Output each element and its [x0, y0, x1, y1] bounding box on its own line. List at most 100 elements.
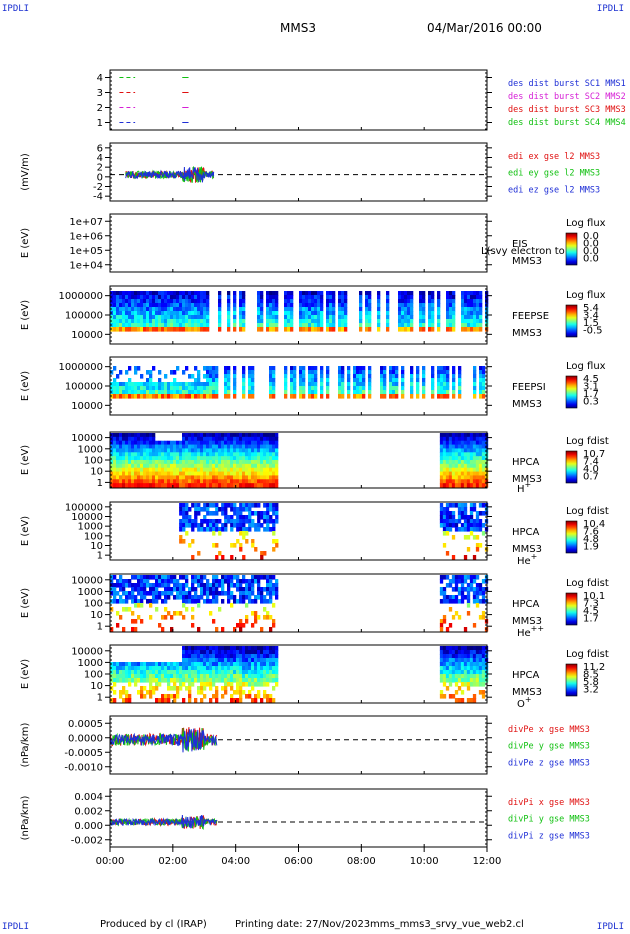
ytick-label-feeps_i-0: 10000	[71, 401, 103, 412]
ylabel-hpca_o: E (eV)	[20, 659, 31, 689]
ylabel-hpca_he: E (eV)	[20, 516, 31, 546]
legend-burst-0: des dist burst SC1 MMS1	[508, 79, 626, 89]
xtick-label-3: 06:00	[284, 856, 313, 867]
spacecraft-label-hpca_he: MMS3	[512, 544, 542, 555]
colorbar-tick-feeps_i-2: 1.7	[583, 389, 599, 400]
instrument-label-hpca_hepp: HPCA	[512, 599, 540, 610]
ytick-label-hpca_hepp-0: 1	[97, 622, 103, 633]
legend-burst-2: des dist burst SC3 MMS3	[508, 105, 626, 115]
ytick-label-divpe-1: -0.0005	[64, 748, 103, 759]
ytick-label-hpca_h-3: 1000	[78, 444, 103, 455]
colorbar-tick-hpca_hepp-0: 10.1	[583, 591, 605, 602]
colorbar-tick-hpca_he-1: 7.6	[583, 527, 599, 538]
ytick-label-divpi-1: 0.000	[74, 821, 103, 832]
instrument-label-hpca_o: HPCA	[512, 670, 540, 681]
colorbar-tick-hpca_o-2: 5.8	[583, 677, 599, 688]
ylabel-divpe: (nPa/km)	[20, 723, 31, 768]
species-label-hpca_o: O+	[517, 695, 532, 710]
ytick-label-edi-2: 0	[97, 172, 103, 183]
colorbar-tick-hpca_o-1: 8.5	[583, 670, 599, 681]
ytick-label-hpca_h-1: 10	[90, 467, 103, 478]
legend-edi-2: edi ez gse l2 MMS3	[508, 185, 600, 195]
ytick-label-divpe-2: 0.0000	[68, 733, 103, 744]
colorbar-tick-hpca_h-1: 7.4	[583, 457, 599, 468]
corner-mark-top-right: IPDLI	[596, 4, 624, 14]
spectrogram-hpca_he	[179, 503, 489, 560]
ytick-label-hpca_he-3: 1000	[78, 522, 103, 533]
ytick-label-feeps_i-2: 1000000	[58, 362, 103, 373]
colorbar-hpca_o	[565, 663, 578, 697]
ytick-label-edi-1: -2	[93, 182, 103, 193]
ytick-label-hpca_he-5: 100000	[65, 502, 103, 513]
ytick-label-eis-2: 1e+06	[69, 231, 103, 242]
ylabel-feeps_i: E (eV)	[20, 371, 31, 401]
ytick-label-hpca_o-3: 1000	[78, 658, 103, 669]
corner-mark-bottom-right: IPDLI	[596, 922, 624, 932]
colorbar-title-hpca_hepp: Log fdist	[566, 578, 609, 589]
ytick-label-hpca_hepp-4: 10000	[71, 575, 103, 586]
corner-mark-top-left: IPDLI	[2, 4, 30, 14]
ytick-label-feeps_e-2: 1000000	[58, 291, 103, 302]
colorbar-tick-hpca_h-3: 0.7	[583, 472, 599, 483]
ytick-label-eis-3: 1e+07	[69, 217, 103, 228]
ytick-label-divpe-3: 0.0005	[68, 719, 103, 730]
colorbar-title-hpca_o: Log fdist	[566, 649, 609, 660]
legend-divpe-2: divPe z gse MMS3	[508, 758, 590, 768]
colorbar-hpca_h	[565, 450, 578, 484]
legend-divpe-1: divPe y gse MMS3	[508, 742, 590, 752]
colorbar-tick-eis-0: 0.0	[583, 231, 599, 242]
legend-divpi-2: divPi z gse MMS3	[508, 831, 590, 841]
spectrogram-feeps_i	[110, 366, 486, 399]
legend-burst-1: des dist burst SC2 MMS2	[508, 92, 626, 102]
ytick-label-feeps_e-1: 100000	[65, 311, 103, 322]
ytick-label-burst-0: 1	[97, 118, 103, 129]
species-label-hpca_hepp: He++	[517, 624, 544, 639]
colorbar-hpca_he	[565, 520, 578, 554]
series-line-divpi-2	[109, 814, 218, 829]
colorbar-tick-hpca_hepp-3: 1.7	[583, 614, 599, 625]
panel-frame-eis	[109, 213, 488, 273]
spectrogram-hpca_o	[110, 646, 489, 703]
ytick-label-hpca_he-1: 10	[90, 541, 103, 552]
colorbar-title-hpca_h: Log fdist	[566, 436, 609, 447]
xtick-label-1: 02:00	[158, 856, 187, 867]
ytick-label-eis-1: 1e+05	[69, 246, 103, 257]
colorbar-tick-feeps_e-1: 3.4	[583, 311, 599, 322]
ytick-label-divpi-2: 0.002	[74, 806, 103, 817]
colorbar-title-hpca_he: Log fdist	[566, 506, 609, 517]
spacecraft-label-hpca_o: MMS3	[512, 687, 542, 698]
ytick-label-divpi-0: -0.002	[71, 835, 103, 846]
legend-burst-3: des dist burst SC4 MMS4	[508, 118, 626, 128]
corner-mark-bottom-left: IPDLI	[2, 922, 30, 932]
colorbar-title-feeps_e: Log flux	[566, 290, 606, 301]
colorbar-tick-hpca_he-2: 4.8	[583, 534, 599, 545]
ytick-label-burst-3: 4	[97, 73, 103, 84]
ytick-label-burst-2: 3	[97, 88, 103, 99]
xtick-label-4: 08:00	[347, 856, 376, 867]
spacecraft-label-eis: MMS3	[512, 256, 542, 267]
colorbar-tick-hpca_o-0: 11.2	[583, 662, 605, 673]
colorbar-tick-hpca_he-3: 1.9	[583, 542, 599, 553]
ytick-label-hpca_o-1: 10	[90, 681, 103, 692]
ytick-label-edi-4: 4	[97, 153, 103, 164]
xtick-label-0: 00:00	[96, 856, 125, 867]
colorbar-feeps_i	[565, 375, 578, 409]
colorbar-hpca_hepp	[565, 592, 578, 626]
species-label-hpca_h: H+	[517, 480, 531, 495]
ylabel-divpi: (nPa/km)	[20, 796, 31, 841]
ytick-label-burst-1: 2	[97, 103, 103, 114]
ytick-label-hpca_h-4: 10000	[71, 433, 103, 444]
ytick-label-edi-0: -4	[93, 192, 103, 203]
ytick-label-hpca_he-0: 1	[97, 551, 103, 562]
panel-frame-burst	[109, 69, 488, 131]
ytick-label-edi-5: 6	[97, 143, 103, 154]
ytick-label-hpca_hepp-1: 10	[90, 610, 103, 621]
colorbar-tick-eis-1: 0.0	[583, 239, 599, 250]
spacecraft-label-feeps_e: MMS3	[512, 328, 542, 339]
colorbar-tick-hpca_hepp-1: 7.3	[583, 599, 599, 610]
colorbar-tick-feeps_e-3: -0.5	[583, 326, 603, 337]
colorbar-tick-feeps_i-3: 0.3	[583, 397, 599, 408]
spacecraft-label-hpca_h: MMS3	[512, 474, 542, 485]
ytick-label-hpca_o-0: 1	[97, 693, 103, 704]
